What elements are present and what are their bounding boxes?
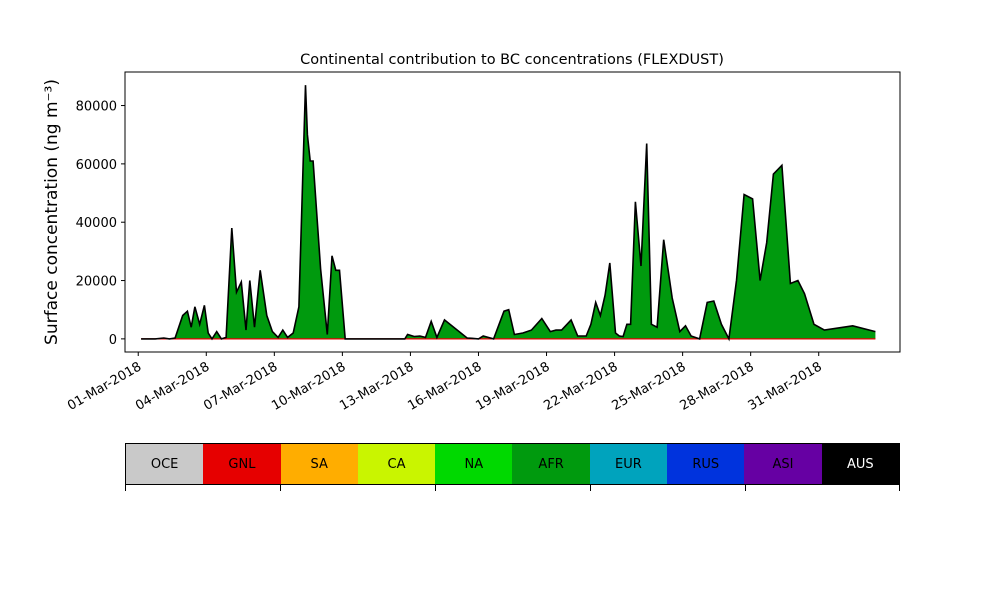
x-tick-label: 28-Mar-2018 (678, 359, 757, 413)
legend-cell-ca: CA (357, 444, 436, 484)
x-tick-label: 10-Mar-2018 (269, 359, 348, 413)
colorbar-tick (125, 485, 126, 491)
region-colorbar: OCE GNL SA CA NA AFR EUR RUS ASI AUS (125, 443, 900, 485)
y-axis-label: Surface concentration (ng m⁻³) (42, 79, 62, 345)
x-tick-label: 22-Mar-2018 (541, 359, 620, 413)
x-tick-label: 07-Mar-2018 (201, 359, 280, 413)
y-tick-label: 40000 (76, 216, 117, 231)
x-tick-label: 04-Mar-2018 (133, 359, 212, 413)
series-line-total (141, 85, 876, 342)
y-tick-label: 80000 (76, 100, 117, 115)
legend-cell-oce: OCE (126, 444, 204, 484)
colorbar-tick (280, 485, 281, 491)
legend-cell-eur: EUR (589, 444, 668, 484)
colorbar-tick (745, 485, 746, 491)
colorbar-tick (590, 485, 591, 491)
chart-title: Continental contribution to BC concentra… (300, 52, 724, 68)
legend-cell-rus: RUS (667, 444, 745, 484)
x-tick-label: 25-Mar-2018 (609, 359, 688, 413)
x-tick-label: 01-Mar-2018 (65, 359, 144, 413)
colorbar-tick (435, 485, 436, 491)
y-tick-label: 20000 (76, 275, 117, 290)
x-tick-label: 19-Mar-2018 (473, 359, 552, 413)
x-tick-label: 13-Mar-2018 (337, 359, 416, 413)
plot-frame (124, 71, 901, 353)
legend-cell-sa: SA (280, 444, 358, 484)
legend-cell-afr: AFR (512, 444, 590, 484)
plot-area: 0 20000 40000 60000 80000 01-Mar-201804-Mar-2… (65, 71, 901, 414)
x-tick-label: 16-Mar-2018 (405, 359, 484, 413)
series-area-afr (141, 85, 876, 339)
x-tick-label: 31-Mar-2018 (746, 359, 825, 413)
y-tick-label: 60000 (76, 158, 117, 173)
legend-cell-asi: ASI (744, 444, 822, 484)
legend-cell-aus: AUS (821, 444, 899, 484)
y-tick-label: 0 (109, 333, 117, 348)
colorbar-tick (899, 485, 900, 491)
legend-cell-na: NA (435, 444, 513, 484)
legend-cell-gnl: GNL (203, 444, 281, 484)
colorbar-ticks (125, 485, 900, 493)
